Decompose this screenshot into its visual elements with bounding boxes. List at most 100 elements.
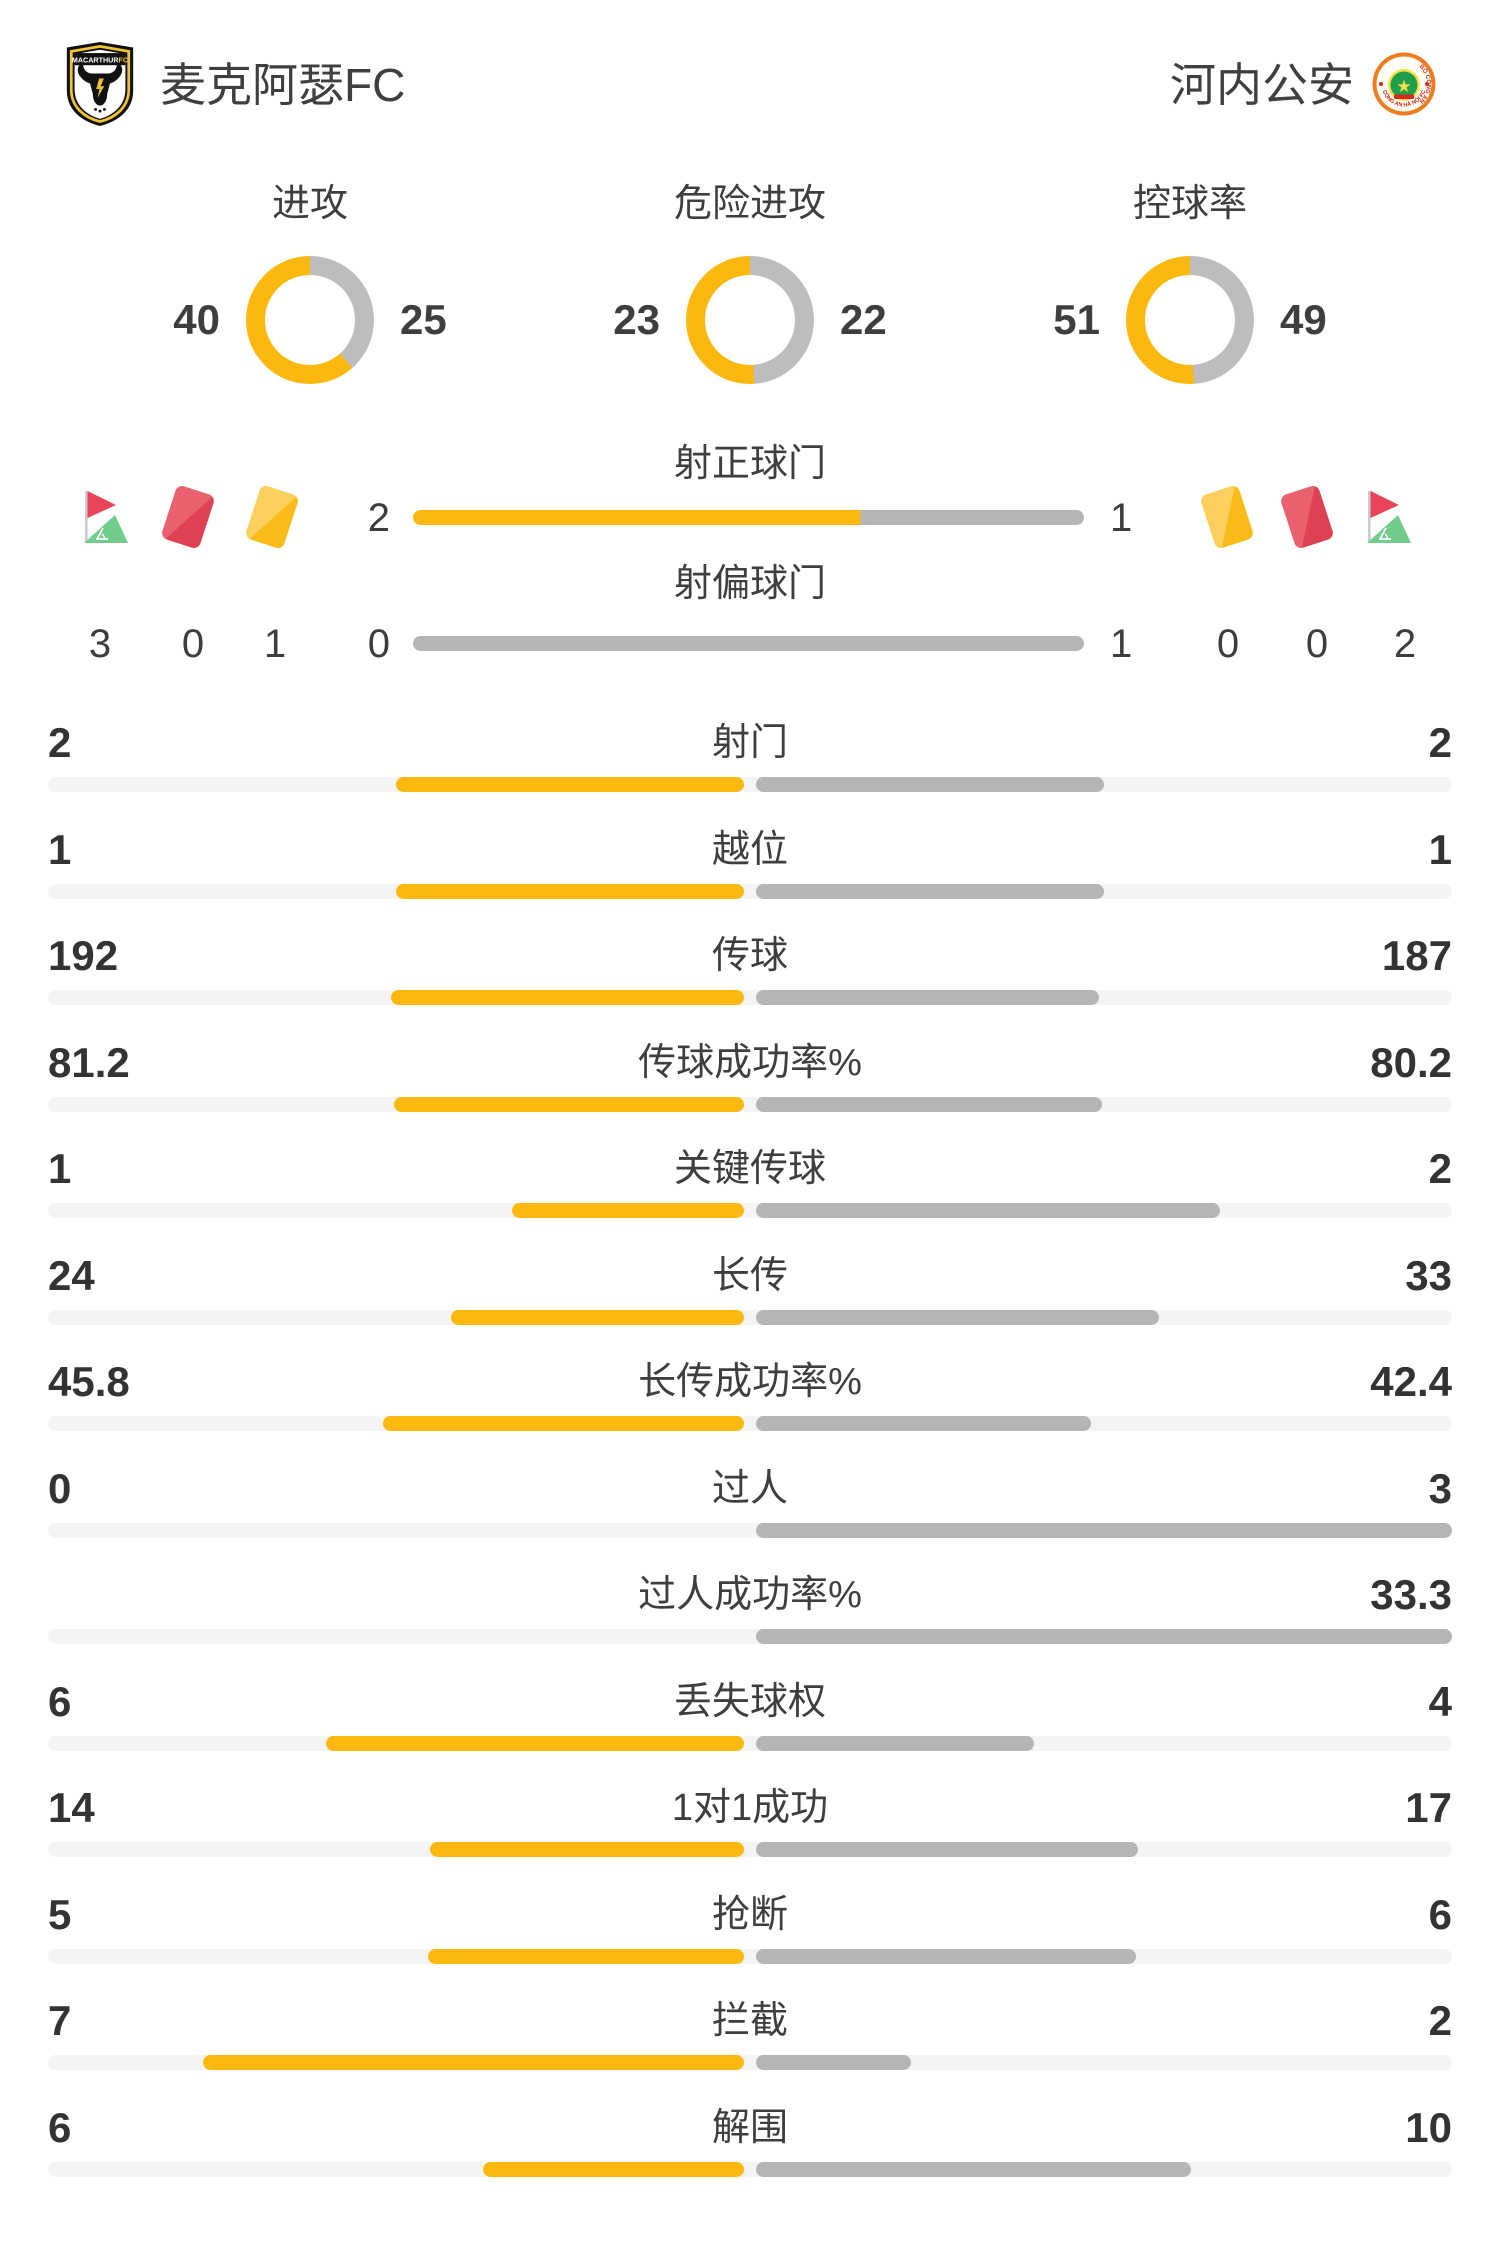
stat-bar-home	[393, 1097, 744, 1112]
stat-row: 1 越位 1	[0, 820, 1500, 920]
stat-row: 0 过人 3	[0, 1459, 1500, 1559]
stat-row: 6 解围 10	[0, 2098, 1500, 2198]
stat-label: 传球	[711, 935, 788, 977]
stat-bar-home	[483, 2162, 744, 2177]
stat-row: 1 关键传球 2	[0, 1139, 1500, 1239]
stat-home-value: 45.8	[48, 1358, 130, 1405]
stat-label: 越位	[711, 829, 788, 871]
stat-row: 2 射门 2	[0, 713, 1500, 813]
stat-bar-track	[48, 884, 1452, 899]
away-team-logo[interactable]: BỘ CÔNG AN CÔNG AN HÀ NỘI FC ★	[1372, 52, 1436, 116]
stat-label: 传球成功率%	[638, 1042, 862, 1084]
shots-off-target-away-value: 1	[1110, 622, 1133, 666]
stat-away-value: 17	[1405, 1784, 1452, 1831]
stat-bar-away	[756, 777, 1104, 792]
stat-bar-track	[48, 1523, 1452, 1538]
stat-row: 192 传球 187	[0, 926, 1500, 1026]
stat-bar-home	[326, 1736, 744, 1751]
stat-home-value: 14	[48, 1784, 95, 1831]
donut-group: 危险进攻 23 22	[530, 182, 970, 384]
stat-home-value: 1	[48, 1145, 72, 1192]
donut-group: 控球率 51 49	[970, 182, 1410, 384]
stat-away-value: 33	[1405, 1252, 1452, 1299]
stat-bar-home	[427, 1949, 744, 1964]
stat-away-value: 33.3	[1370, 1571, 1452, 1618]
stat-label: 过人	[711, 1468, 788, 1510]
home-corners-count: 3	[88, 622, 112, 666]
donut-group: 进攻 40 25	[90, 182, 530, 384]
stat-label: 丢失球权	[673, 1681, 826, 1723]
stat-home-value: 6	[48, 2104, 72, 2151]
donut-home-value: 51	[1053, 296, 1100, 343]
stat-away-value: 42.4	[1370, 1358, 1452, 1405]
stat-bar-track	[48, 1629, 1452, 1644]
home-team-logo[interactable]: MACARTHURFC	[66, 42, 134, 126]
stat-bar-home	[391, 990, 744, 1005]
stat-bar-home	[429, 1842, 744, 1857]
stat-bar-track	[48, 1736, 1452, 1751]
shots-on-target-bar	[413, 510, 1084, 525]
stat-bar-track	[48, 1842, 1452, 1857]
stat-row: 24 长传 33	[0, 1246, 1500, 1346]
stat-bar-home	[382, 1416, 744, 1431]
stat-row: 7 拦截 2	[0, 1991, 1500, 2091]
donut-away-value: 49	[1280, 296, 1327, 343]
stat-label: 关键传球	[673, 1148, 826, 1190]
stat-bar-away	[756, 1310, 1159, 1325]
shots-off-target-home-value: 0	[367, 622, 390, 666]
stat-bar-track	[48, 1949, 1452, 1964]
stat-bar-track	[48, 990, 1452, 1005]
away-team-name[interactable]: 河内公安	[1170, 59, 1354, 111]
shots-off-target-bar	[413, 636, 1084, 651]
home-team-name[interactable]: 麦克阿瑟FC	[160, 59, 406, 111]
stat-bar-home	[202, 2055, 744, 2070]
away-corners-count: 2	[1393, 622, 1417, 666]
crest-star: ★	[1396, 77, 1411, 96]
stat-label: 过人成功率%	[638, 1574, 862, 1616]
stat-label: 1对1成功	[671, 1787, 829, 1829]
shots-on-target-label: 射正球门	[673, 443, 826, 485]
stat-bar-away	[756, 1523, 1452, 1538]
away-yellow-card-icon	[1199, 484, 1255, 550]
shots-on-target-away-value: 1	[1110, 496, 1133, 540]
donut-home-value: 40	[173, 296, 220, 343]
stat-away-value: 187	[1381, 932, 1452, 979]
stat-label: 抢断	[711, 1894, 788, 1936]
stat-bar-track	[48, 1416, 1452, 1431]
stat-away-value: 80.2	[1370, 1039, 1452, 1086]
stat-label: 长传	[711, 1255, 788, 1297]
away-corner-flag-icon	[1354, 486, 1416, 550]
stat-away-value: 10	[1405, 2104, 1452, 2151]
stat-row: 过人成功率% 33.3	[0, 1565, 1500, 1665]
donut-chart	[686, 256, 814, 384]
donut-chart	[246, 256, 374, 384]
stat-bar-away	[756, 1416, 1091, 1431]
donut-chart	[1126, 256, 1254, 384]
away-yellow-cards-count: 0	[1216, 622, 1240, 666]
stat-home-value: 24	[48, 1252, 95, 1299]
svg-text:MACARTHURFC: MACARTHURFC	[72, 56, 128, 64]
stat-bar-away	[756, 884, 1104, 899]
stat-bar-away	[756, 1842, 1138, 1857]
stat-away-value: 2	[1428, 719, 1452, 766]
stat-away-value: 3	[1428, 1465, 1452, 1512]
stat-label: 拦截	[711, 2000, 788, 2042]
stat-bar-away	[756, 2055, 911, 2070]
home-red-cards-count: 0	[181, 622, 205, 666]
donut-away-value: 25	[400, 296, 447, 343]
donut-title: 控球率	[1132, 183, 1247, 225]
donut-title: 危险进攻	[673, 183, 826, 225]
stat-row: 45.8 长传成功率% 42.4	[0, 1352, 1500, 1452]
donut-home-value: 23	[613, 296, 660, 343]
stat-bar-track	[48, 1203, 1452, 1218]
stat-home-value: 6	[48, 1678, 72, 1725]
stat-away-value: 4	[1428, 1678, 1452, 1725]
stat-home-value: 0	[48, 1465, 72, 1512]
shots-off-target-label: 射偏球门	[673, 563, 826, 605]
stat-bar-track	[48, 777, 1452, 792]
stat-bar-away	[756, 1203, 1220, 1218]
stat-home-value: 1	[48, 826, 72, 873]
stat-row: 14 1对1成功 17	[0, 1778, 1500, 1878]
stat-away-value: 1	[1428, 826, 1452, 873]
